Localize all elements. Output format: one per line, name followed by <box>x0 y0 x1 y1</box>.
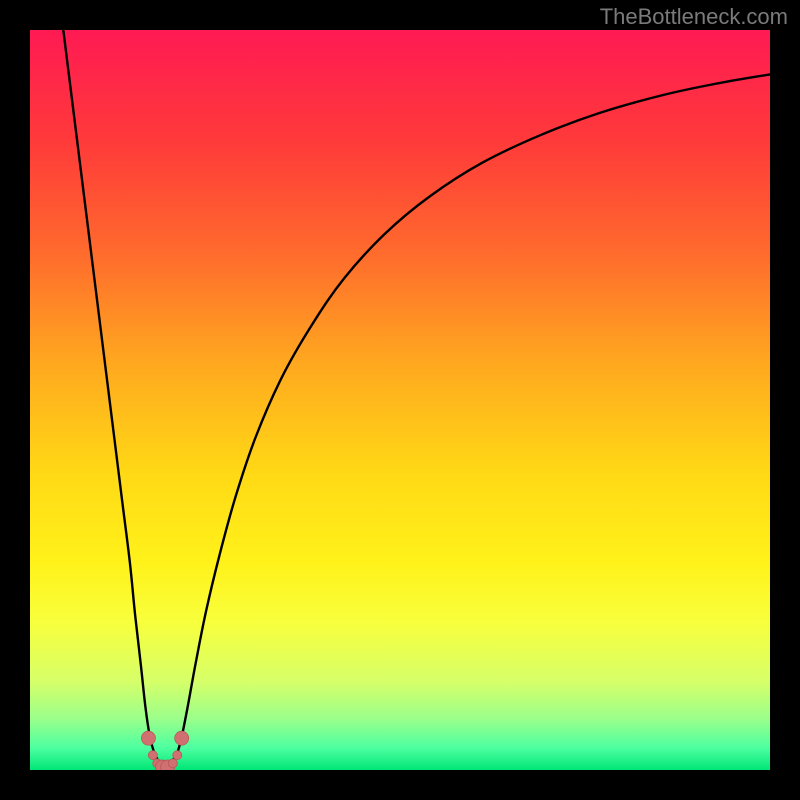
watermark-text: TheBottleneck.com <box>600 4 788 30</box>
marker-point <box>148 751 157 760</box>
marker-point <box>168 759 177 768</box>
marker-point <box>173 751 182 760</box>
marker-point <box>175 731 189 745</box>
marker-point <box>141 731 155 745</box>
bottleneck-chart <box>30 30 770 770</box>
